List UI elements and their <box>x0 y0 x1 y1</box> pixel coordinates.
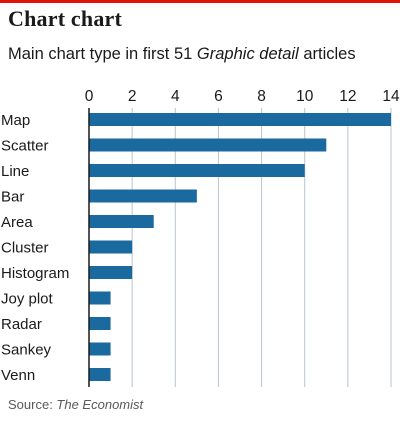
category-label: Cluster <box>1 240 49 257</box>
subtitle-text-emphasis: Graphic detail <box>196 45 299 63</box>
bar <box>89 368 111 381</box>
x-tick-label: 0 <box>85 88 94 105</box>
category-label: Bar <box>1 189 24 206</box>
x-tick-label: 12 <box>339 88 356 105</box>
source-name: The Economist <box>56 397 144 412</box>
chart-title: Chart chart <box>8 6 123 31</box>
source-prefix: Source: <box>8 397 57 412</box>
bars <box>89 113 391 381</box>
bar <box>89 317 111 330</box>
subtitle-text-end: articles <box>298 45 356 63</box>
x-tick-label: 10 <box>296 88 314 105</box>
bar <box>89 240 133 254</box>
category-label: Venn <box>1 367 35 384</box>
brand-accent-bar <box>0 0 400 3</box>
bar <box>89 138 327 152</box>
bar <box>89 215 154 228</box>
x-tick-label: 6 <box>214 88 223 105</box>
chart-subtitle: Main chart type in first 51 Graphic deta… <box>8 45 356 64</box>
category-label: Radar <box>1 316 42 333</box>
source-note: Source: The Economist <box>8 397 143 412</box>
category-labels: Map Scatter Line Bar Area Cluster Histogram Joy… <box>1 112 69 384</box>
bar <box>89 342 111 356</box>
x-tick-label: 2 <box>128 88 137 105</box>
x-tick-label: 4 <box>171 88 180 105</box>
bar <box>89 266 133 279</box>
category-label: Joy plot <box>1 291 54 308</box>
category-label: Line <box>1 163 29 180</box>
category-label: Histogram <box>1 265 69 282</box>
subtitle-text-start: Main chart type in first 51 <box>8 45 197 63</box>
bar <box>89 291 111 305</box>
bar <box>89 189 197 203</box>
bar <box>89 164 305 177</box>
x-tick-label: 14 <box>382 88 400 105</box>
x-tick-label: 8 <box>257 88 266 105</box>
category-label: Area <box>1 214 33 231</box>
bar <box>89 113 391 126</box>
x-tick-labels: 0 2 4 6 8 10 12 14 <box>85 88 400 105</box>
category-label: Scatter <box>1 138 49 155</box>
category-label: Map <box>1 112 30 129</box>
category-label: Sankey <box>1 342 52 359</box>
